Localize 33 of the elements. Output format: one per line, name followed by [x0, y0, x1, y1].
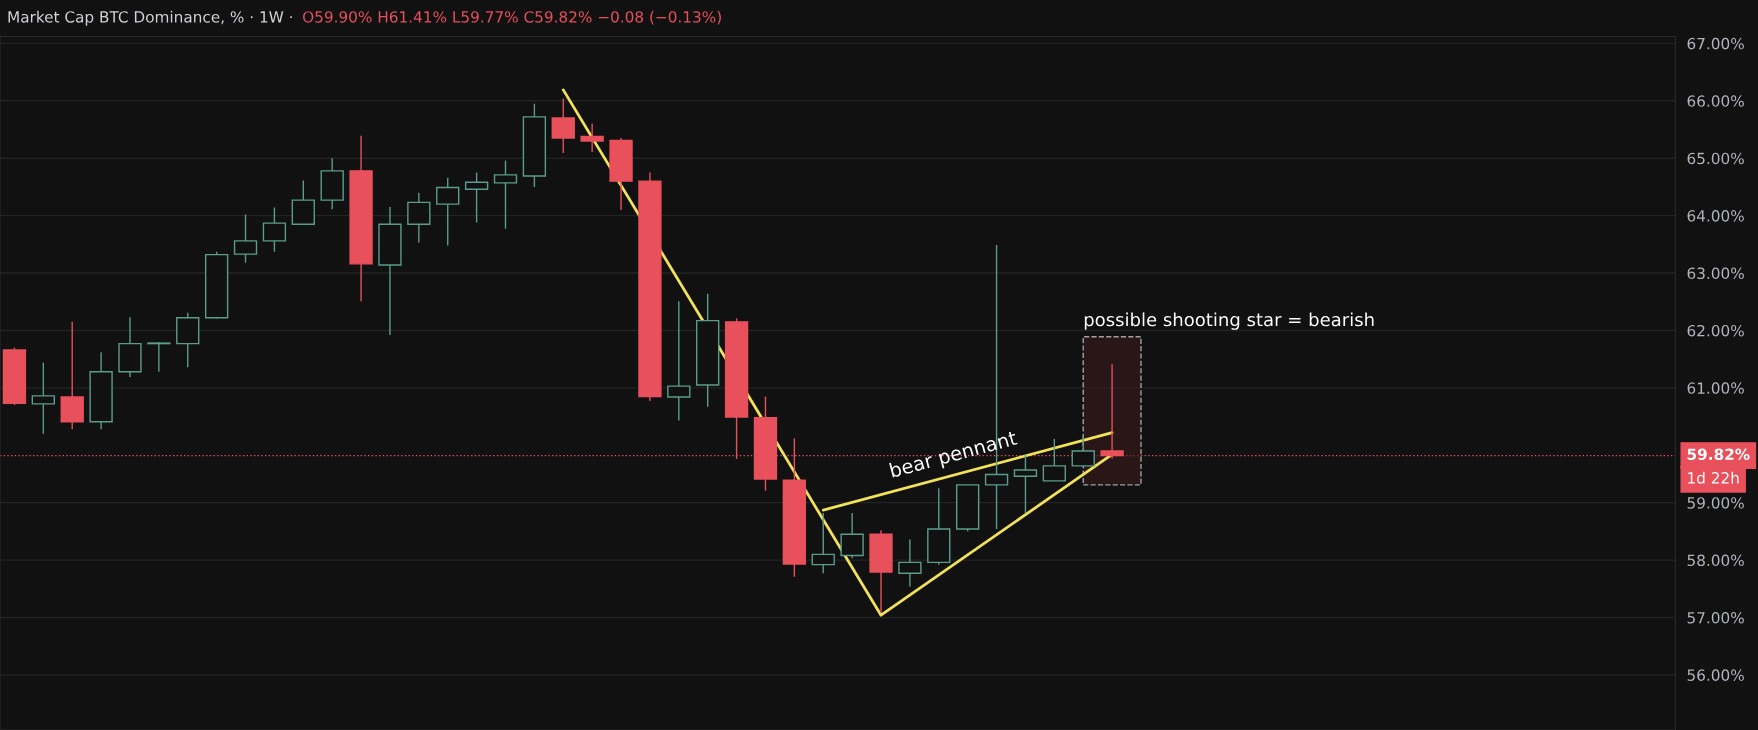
y-tick-label: 61.00%: [1687, 382, 1744, 394]
candlestick: [407, 191, 431, 244]
candlestick: [464, 171, 489, 224]
candlestick: [436, 177, 460, 247]
y-tick-label: 65.00%: [1687, 152, 1744, 165]
candlestick: [811, 512, 835, 574]
candlestick: [233, 213, 258, 264]
candlestick: [147, 341, 171, 373]
y-tick-label: 64.00%: [1687, 210, 1744, 222]
y-tick-label: 57.00%: [1687, 611, 1744, 624]
candlestick: [1071, 435, 1095, 467]
y-tick-label: 67.00%: [1687, 37, 1744, 50]
candlestick: [262, 206, 287, 253]
chart-title: Market Cap BTC Dominance, % · 1W ·: [8, 10, 292, 26]
ref-line-label: 59.82%: [1687, 448, 1750, 461]
y-tick-label: 63.00%: [1687, 267, 1744, 280]
candlestick: [580, 123, 604, 153]
y-tick-label: 56.00%: [1687, 669, 1744, 681]
candlestick: [31, 361, 56, 435]
candlestick: [551, 97, 575, 154]
annotation: possible shooting star = bearish: [1084, 312, 1374, 330]
text: 1d 22h: [1688, 471, 1739, 484]
y-tick-label: 66.00%: [1687, 95, 1744, 107]
y-tick-label: 62.00%: [1687, 324, 1744, 337]
candlestick: [1100, 363, 1124, 460]
y-tick-label: 58.00%: [1687, 554, 1744, 567]
candlestick: [493, 159, 518, 230]
candlestick: [898, 538, 922, 588]
candlestick: [667, 300, 691, 422]
candlestick: [840, 512, 864, 560]
candlestick: [1042, 438, 1067, 482]
chart-subtitle: O59.90% H61.41% L59.77% C59.82% −0.08 (−0.13%): [303, 10, 721, 25]
y-tick-label: 59.00%: [1687, 497, 1744, 509]
